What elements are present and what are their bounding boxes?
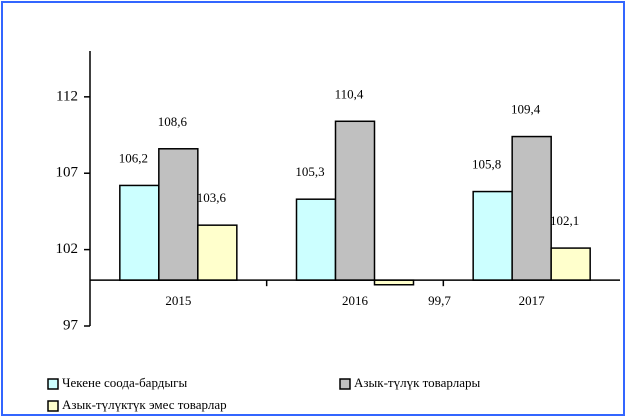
bar: [550, 247, 591, 281]
data-label: 108,6: [158, 114, 188, 129]
data-label: 109,4: [511, 102, 541, 117]
legend-label: Азык-түлүктүк эмес товарлар: [62, 397, 227, 412]
x-tick-label: 2017: [519, 293, 546, 308]
bar: [197, 224, 238, 281]
data-label: 99,7: [428, 293, 451, 308]
legend-swatch: [339, 378, 351, 390]
bar: [295, 198, 337, 281]
legend-label: Чекене соода-бардыгы: [62, 375, 187, 390]
legend-label: Азык-түлүк товарлары: [354, 375, 480, 390]
y-tick-label: 97: [63, 317, 79, 333]
data-label: 102,1: [550, 213, 579, 228]
data-label: 106,2: [119, 150, 148, 165]
data-label: 105,3: [295, 164, 324, 179]
bar: [119, 184, 160, 281]
y-tick-label: 112: [56, 88, 78, 104]
data-label: 105,8: [472, 157, 501, 172]
bar: [334, 120, 376, 281]
bar: [472, 190, 513, 281]
bar: [511, 135, 552, 281]
x-tick-label: 2016: [342, 293, 369, 308]
data-label: 110,4: [335, 86, 364, 101]
legend-swatch: [47, 400, 59, 412]
y-tick-label: 107: [56, 165, 79, 181]
y-tick-label: 102: [56, 241, 79, 257]
bar: [158, 148, 199, 281]
legend-swatch: [47, 378, 59, 390]
x-tick-label: 2015: [165, 293, 191, 308]
data-label: 103,6: [197, 190, 227, 205]
